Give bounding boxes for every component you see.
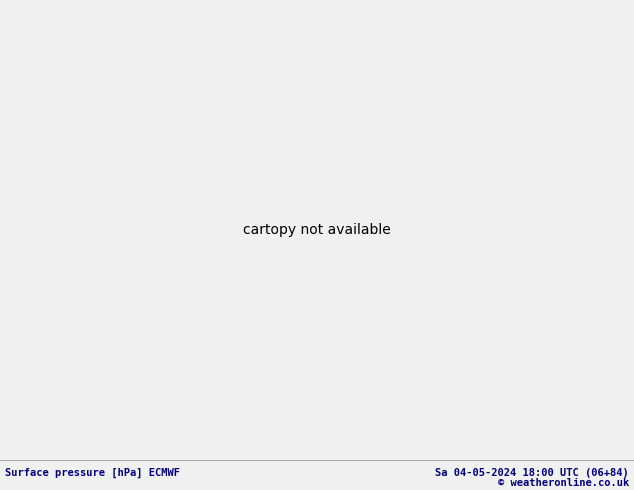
Text: Sa 04-05-2024 18:00 UTC (06+84): Sa 04-05-2024 18:00 UTC (06+84) [435,468,629,478]
Text: © weatheronline.co.uk: © weatheronline.co.uk [498,478,629,489]
Text: Surface pressure [hPa] ECMWF: Surface pressure [hPa] ECMWF [5,468,180,478]
Text: cartopy not available: cartopy not available [243,223,391,237]
